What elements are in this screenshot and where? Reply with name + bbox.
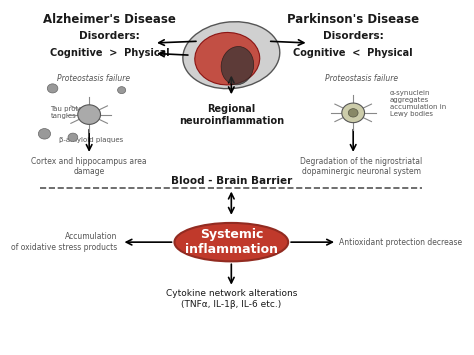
Text: Alzheimer's Disease: Alzheimer's Disease xyxy=(43,13,176,26)
Circle shape xyxy=(118,87,126,94)
Text: Disorders:: Disorders: xyxy=(323,31,383,41)
Text: Disorders:: Disorders: xyxy=(79,31,140,41)
Ellipse shape xyxy=(183,22,280,89)
Text: Cognitive  >  Physical: Cognitive > Physical xyxy=(50,48,169,58)
Text: Blood - Brain Barrier: Blood - Brain Barrier xyxy=(171,176,292,186)
Ellipse shape xyxy=(195,32,260,85)
Text: Degradation of the nigrostriatal
dopaminergic neuronal system: Degradation of the nigrostriatal dopamin… xyxy=(300,157,422,176)
Text: Accumulation
of oxidative stress products: Accumulation of oxidative stress product… xyxy=(11,233,118,252)
Circle shape xyxy=(68,133,78,142)
Circle shape xyxy=(342,103,365,122)
Circle shape xyxy=(47,84,58,93)
Text: Regional
neuroinflammation: Regional neuroinflammation xyxy=(179,104,284,126)
Ellipse shape xyxy=(221,47,254,85)
Text: Cortex and hippocampus area
damage: Cortex and hippocampus area damage xyxy=(31,157,147,176)
Text: Proteostasis failure: Proteostasis failure xyxy=(56,75,130,83)
Text: Proteostasis failure: Proteostasis failure xyxy=(325,75,398,83)
Text: Cytokine network alterations
(TNFα, IL-1β, IL-6 etc.): Cytokine network alterations (TNFα, IL-1… xyxy=(165,289,297,309)
Text: Parkinson's Disease: Parkinson's Disease xyxy=(287,13,419,26)
Circle shape xyxy=(38,129,51,139)
Text: Tau protein
tangles: Tau protein tangles xyxy=(51,106,90,119)
Text: α-synuclein
aggregates
accumulation in
Lewy bodies: α-synuclein aggregates accumulation in L… xyxy=(390,90,446,117)
Text: β-amyloid plaques: β-amyloid plaques xyxy=(59,137,123,143)
Circle shape xyxy=(78,105,100,124)
Circle shape xyxy=(348,109,358,117)
Text: Systemic
inflammation: Systemic inflammation xyxy=(185,228,278,256)
Text: Cognitive  <  Physical: Cognitive < Physical xyxy=(293,48,413,58)
Text: Antioxidant protection decrease: Antioxidant protection decrease xyxy=(339,237,462,247)
Ellipse shape xyxy=(174,223,288,261)
